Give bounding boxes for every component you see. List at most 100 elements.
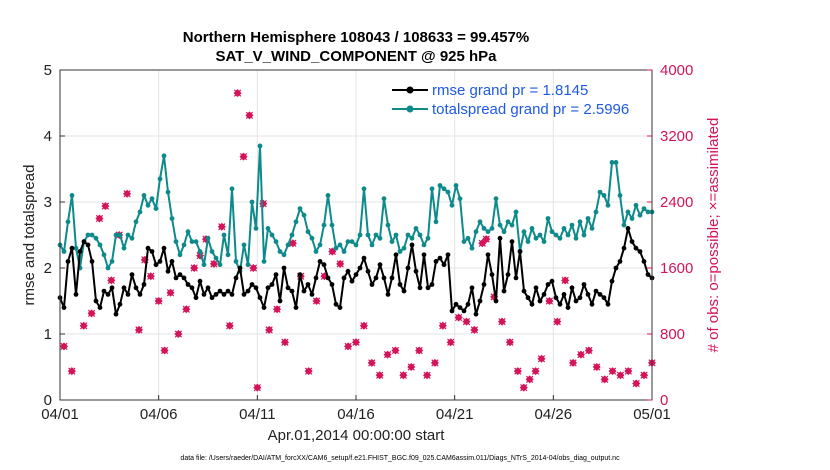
- spread-point: [573, 235, 579, 241]
- spread-point: [421, 242, 427, 248]
- obs-marker: [446, 338, 455, 347]
- spread-point: [221, 232, 227, 238]
- rmse-point: [569, 285, 575, 291]
- spread-point: [461, 239, 467, 245]
- spread-point: [525, 239, 531, 245]
- rmse-point: [505, 272, 511, 277]
- spread-point: [557, 235, 563, 241]
- rmse-point: [561, 292, 567, 297]
- spread-point: [313, 249, 319, 254]
- spread-point: [281, 252, 287, 258]
- spread-point: [213, 255, 219, 261]
- spread-point: [301, 212, 307, 218]
- rmse-point: [61, 305, 67, 310]
- rmse-point: [73, 292, 79, 297]
- obs-marker: [146, 272, 155, 281]
- rmse-point: [137, 292, 143, 297]
- rmse-point: [185, 282, 191, 287]
- obs-marker: [505, 338, 514, 347]
- obs-marker: [430, 358, 439, 367]
- obs-marker: [245, 111, 254, 120]
- rmse-point: [557, 301, 563, 307]
- rmse-point: [249, 282, 255, 287]
- spread-point: [277, 249, 283, 254]
- legend-rmse-marker: [406, 86, 414, 94]
- rmse-point: [197, 278, 203, 284]
- spread-point: [173, 239, 179, 245]
- spread-point: [321, 222, 327, 228]
- obs-marker: [239, 152, 248, 161]
- y-right-tick-label: 800: [660, 326, 685, 343]
- obs-marker: [253, 383, 262, 392]
- spread-point: [409, 235, 415, 241]
- spread-point: [629, 216, 635, 221]
- spread-point: [417, 232, 423, 238]
- rmse-point: [493, 298, 499, 304]
- x-tick-label: 04/06: [140, 406, 178, 423]
- spread-point: [453, 183, 459, 188]
- spread-point: [201, 262, 207, 268]
- rmse-point: [517, 249, 523, 254]
- rmse-point: [81, 239, 87, 245]
- spread-point: [373, 232, 379, 238]
- obs-marker: [87, 309, 96, 318]
- obs-marker: [288, 239, 297, 248]
- obs-marker: [233, 89, 242, 98]
- rmse-point: [165, 268, 171, 274]
- spread-point: [529, 226, 535, 231]
- spread-point: [437, 183, 443, 188]
- obs-marker: [336, 259, 345, 268]
- legend: rmse grand pr = 1.8145 totalspread grand…: [392, 82, 629, 118]
- rmse-point: [421, 252, 427, 258]
- obs-marker: [265, 325, 274, 334]
- x-axis-label: Apr.01,2014 00:00:00 start: [268, 427, 446, 444]
- obs-marker: [561, 276, 570, 285]
- obs-marker: [359, 321, 368, 330]
- obs-marker: [415, 346, 424, 355]
- rmse-point: [173, 275, 179, 281]
- obs-marker: [273, 305, 282, 314]
- rmse-point: [209, 295, 215, 301]
- rmse-point: [233, 275, 239, 281]
- rmse-point: [213, 292, 219, 297]
- obs-marker: [497, 317, 507, 326]
- rmse-point: [117, 301, 123, 307]
- obs-marker: [545, 296, 554, 306]
- spread-point: [165, 189, 171, 195]
- spread-point: [73, 245, 79, 251]
- spread-point: [553, 232, 559, 238]
- spread-point: [589, 226, 595, 231]
- rmse-point: [157, 259, 163, 264]
- rmse-point: [353, 272, 359, 277]
- y-tick-label: 3: [44, 194, 52, 211]
- x-tick-label: 04/26: [535, 406, 573, 423]
- spread-point: [509, 222, 515, 228]
- rmse-point: [405, 265, 411, 271]
- rmse-point: [269, 282, 275, 287]
- spread-point: [569, 222, 575, 228]
- x-tick-label: 04/21: [436, 406, 474, 423]
- spread-point: [365, 232, 371, 238]
- spread-point: [325, 193, 331, 198]
- obs-marker: [438, 321, 447, 330]
- rmse-point: [413, 268, 419, 274]
- y-axis-label-right: # of obs: o=possible; ×=assimilated: [705, 118, 722, 353]
- rmse-point: [645, 272, 651, 277]
- spread-point: [605, 202, 611, 208]
- spread-point: [465, 235, 471, 241]
- rmse-point: [253, 285, 259, 291]
- obs-marker: [454, 313, 463, 322]
- rmse-series: [57, 226, 655, 317]
- spread-point: [225, 252, 231, 258]
- rmse-point: [641, 259, 647, 264]
- spread-point: [413, 226, 419, 231]
- rmse-point: [265, 285, 271, 291]
- spread-point: [513, 209, 519, 215]
- spread-point: [177, 252, 183, 258]
- spread-point: [349, 239, 355, 245]
- rmse-point: [193, 295, 199, 301]
- spread-point: [353, 242, 359, 248]
- rmse-point: [465, 301, 471, 307]
- spread-point: [61, 249, 67, 254]
- rmse-point: [273, 272, 279, 277]
